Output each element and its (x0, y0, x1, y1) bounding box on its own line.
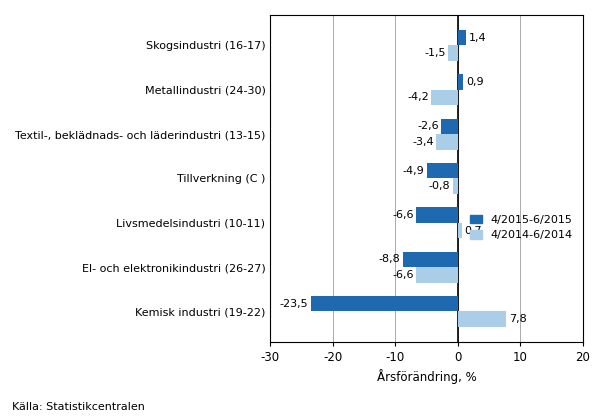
Bar (416, 267, 457, 282)
Text: 0,7: 0,7 (465, 225, 482, 235)
Text: -4,2: -4,2 (407, 92, 429, 102)
Bar (436, 134, 457, 150)
Bar (403, 252, 457, 267)
X-axis label: Årsförändring, %: Årsförändring, % (376, 369, 476, 384)
Bar (416, 207, 457, 223)
Bar (448, 45, 457, 61)
Bar (453, 178, 457, 194)
Text: -6,6: -6,6 (393, 270, 414, 280)
Text: 7,8: 7,8 (509, 314, 526, 324)
Text: 1,4: 1,4 (469, 32, 486, 42)
Text: -2,6: -2,6 (417, 121, 439, 131)
Legend: 4/2015-6/2015, 4/2014-6/2014: 4/2015-6/2015, 4/2014-6/2014 (466, 210, 577, 245)
Text: -8,8: -8,8 (378, 254, 400, 264)
Text: -0,8: -0,8 (428, 181, 450, 191)
Text: -6,6: -6,6 (393, 210, 414, 220)
Text: -23,5: -23,5 (280, 299, 309, 309)
Bar (427, 163, 457, 178)
Text: -3,4: -3,4 (412, 137, 434, 147)
Bar (457, 223, 462, 238)
Bar (457, 74, 463, 90)
Bar (311, 296, 457, 312)
Bar (442, 119, 457, 134)
Bar (457, 30, 466, 45)
Text: -1,5: -1,5 (424, 48, 446, 58)
Text: 0,9: 0,9 (466, 77, 483, 87)
Text: Källa: Statistikcentralen: Källa: Statistikcentralen (12, 402, 145, 412)
Text: -4,9: -4,9 (403, 166, 425, 176)
Bar (431, 90, 457, 105)
Bar (457, 312, 506, 327)
